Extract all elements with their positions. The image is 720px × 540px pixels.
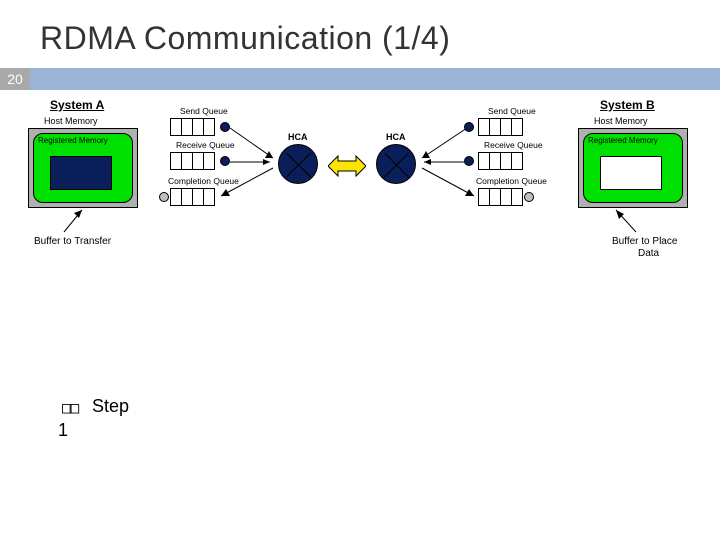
buffer-a-label: Buffer to Transfer [34, 236, 111, 247]
send-queue-a [170, 118, 214, 136]
system-b-title: System B [600, 98, 655, 112]
hca-b [376, 144, 416, 184]
host-memory-b: Registered Memory [578, 128, 688, 208]
slide-number-badge: 20 [0, 68, 30, 90]
rdma-diagram: System A Host Memory Registered Memory B… [20, 98, 700, 278]
comp-queue-b [478, 188, 522, 206]
buffer-a [50, 156, 112, 190]
host-memory-a: Registered Memory [28, 128, 138, 208]
registered-memory-b-label: Registered Memory [588, 136, 678, 145]
host-memory-b-label: Host Memory [594, 116, 648, 126]
send-queue-b-label: Send Queue [488, 106, 536, 116]
recv-queue-b-label: Receive Queue [484, 140, 543, 150]
link-double-arrow-icon [328, 154, 366, 178]
buffer-b-label-2: Data [638, 248, 659, 259]
comp-queue-b-label: Completion Queue [476, 176, 547, 186]
send-queue-a-label: Send Queue [180, 106, 228, 116]
recv-queue-a [170, 152, 214, 170]
buffer-a-pointer-arrow [60, 206, 90, 236]
recv-queue-b [478, 152, 522, 170]
header-bar: 20 [0, 68, 720, 90]
hca-a [278, 144, 318, 184]
cqe-dot-a [159, 192, 169, 202]
send-wqe-dot-b [464, 122, 474, 132]
recv-wqe-dot-b [464, 156, 474, 166]
page-title: RDMA Communication (1/4) [40, 20, 450, 57]
comp-queue-a [170, 188, 214, 206]
buffer-b-pointer-arrow [610, 206, 640, 236]
cqe-dot-b [524, 192, 534, 202]
host-memory-a-label: Host Memory [44, 116, 98, 126]
hca-a-label: HCA [288, 132, 308, 142]
buffer-b [600, 156, 662, 190]
registered-memory-b: Registered Memory [583, 133, 683, 203]
queue-arrows-a [215, 122, 285, 202]
bullet-glyph: □□ [62, 398, 77, 417]
registered-memory-a: Registered Memory [33, 133, 133, 203]
send-queue-b [478, 118, 522, 136]
registered-memory-a-label: Registered Memory [38, 136, 128, 145]
system-a-title: System A [50, 98, 104, 112]
accent-bar [30, 68, 720, 90]
buffer-b-label-1: Buffer to Place [612, 236, 677, 247]
hca-b-label: HCA [386, 132, 406, 142]
step-number: 1 [58, 420, 68, 441]
step-label: Step [92, 396, 129, 417]
